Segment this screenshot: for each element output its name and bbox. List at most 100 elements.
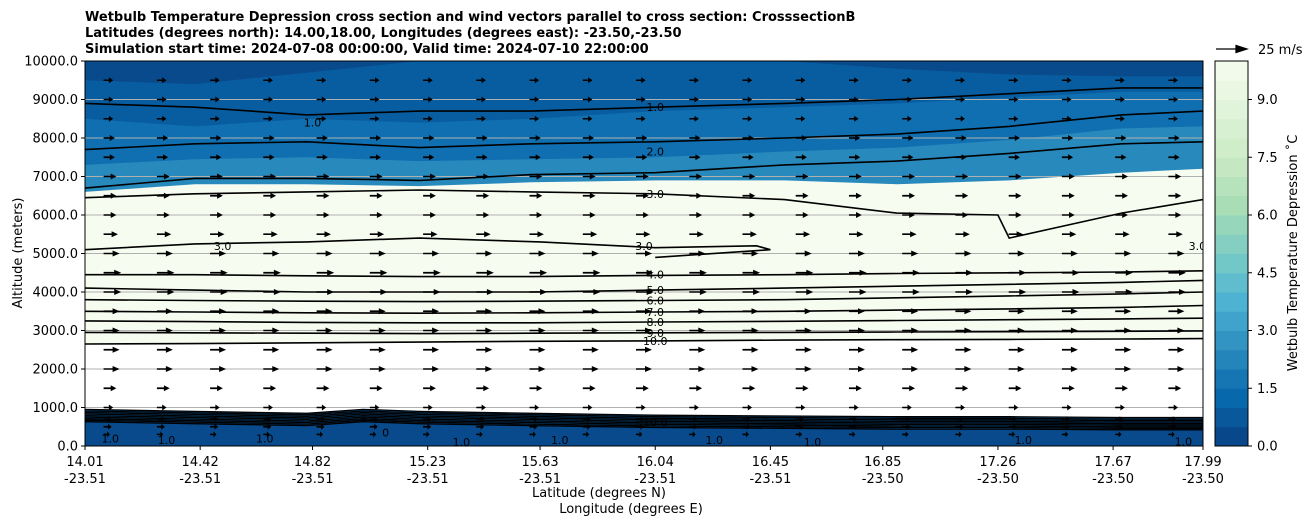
contour-label: 4.0 — [646, 269, 664, 282]
x-tick-label-lat: 17.99 — [1184, 455, 1221, 470]
wind-arrow — [1168, 231, 1183, 238]
wind-arrow — [742, 115, 753, 122]
wind-arrow — [582, 404, 593, 411]
wind-arrow — [582, 327, 599, 334]
y-tick-label: 0.0 — [57, 440, 78, 455]
wind-arrow — [529, 423, 538, 430]
wind-arrow — [423, 423, 432, 430]
wind-arrow — [1061, 250, 1078, 257]
wind-arrow — [689, 431, 696, 438]
wind-arrow — [476, 250, 493, 257]
wind-arrow — [369, 327, 386, 334]
wind-arrow — [902, 135, 914, 141]
colorbar-segment — [1215, 138, 1248, 158]
x-tick-label-lat: 14.82 — [294, 455, 331, 470]
wind-arrow — [263, 115, 273, 122]
chart-title-line-3: Simulation start time: 2024-07-08 00:00:… — [85, 42, 649, 57]
wind-arrow — [742, 96, 753, 103]
wind-arrow — [1008, 173, 1022, 180]
wind-arrow — [263, 154, 275, 161]
wind-arrow — [1115, 135, 1127, 141]
wind-arrow — [689, 423, 698, 430]
wind-arrow — [263, 416, 272, 423]
wind-arrow — [316, 212, 330, 218]
contour-label: 5.0 — [646, 284, 664, 297]
wind-arrow — [529, 431, 536, 438]
wind-arrow — [849, 327, 865, 334]
wind-arrow — [1008, 154, 1020, 161]
surface-contour-line — [85, 421, 1203, 431]
wind-arrow — [103, 135, 115, 141]
x-tick-label-lat: 15.63 — [521, 455, 558, 470]
wind-arrow — [103, 308, 120, 315]
wind-arrow — [263, 135, 275, 141]
colorbar-segment — [1215, 99, 1248, 120]
wind-arrow — [316, 346, 333, 353]
contour-line — [85, 291, 1203, 303]
wind-arrow — [316, 269, 335, 276]
wind-arrow — [103, 173, 117, 180]
wind-arrow — [689, 269, 707, 276]
wind-arrow — [316, 231, 331, 238]
wind-arrow — [156, 289, 175, 295]
colorbar-segment — [1215, 80, 1248, 100]
wind-arrow — [636, 346, 652, 353]
wind-arrow — [103, 346, 120, 353]
wind-arrow — [316, 327, 333, 334]
wind-arrow — [156, 115, 167, 122]
x-tick-label-lat: 15.23 — [409, 455, 446, 470]
wind-arrow — [103, 431, 110, 438]
wind-arrow — [423, 416, 432, 423]
wind-arrow — [1115, 173, 1128, 180]
contour-label: 6.0 — [646, 294, 664, 307]
wind-arrow — [476, 231, 491, 238]
wind-arrow — [156, 135, 169, 141]
wind-arrow — [1061, 385, 1075, 392]
wind-arrow — [423, 308, 440, 315]
colorbar-segment — [1215, 330, 1248, 351]
x-tick-label-lon: -23.51 — [407, 472, 449, 487]
surface-contour-line — [85, 418, 1203, 428]
wind-arrow — [955, 231, 970, 238]
wind-arrow — [263, 77, 273, 84]
wind-arrow — [1008, 366, 1025, 372]
wind-arrow — [582, 431, 590, 438]
wind-arrow — [849, 431, 856, 438]
contour-line — [85, 141, 1203, 189]
colorbar-tick-label: 1.5 — [1257, 382, 1278, 397]
wind-arrow — [1168, 192, 1182, 199]
wind-arrow — [1008, 423, 1017, 430]
wind-arrow — [582, 77, 593, 84]
wind-arrow — [582, 366, 599, 372]
wind-arrow — [1061, 192, 1075, 199]
wind-arrow — [636, 154, 648, 161]
wind-arrow — [1168, 289, 1186, 295]
wind-arrow — [476, 308, 493, 315]
wind-arrow — [742, 173, 756, 180]
wind-arrow — [1061, 154, 1074, 161]
contour-label: 1.0 — [1014, 434, 1032, 447]
wind-arrow — [1168, 423, 1177, 430]
wind-arrow — [902, 404, 912, 411]
wind-arrow — [529, 366, 546, 372]
wind-arrow — [210, 154, 222, 161]
wind-arrow — [369, 192, 383, 199]
surface-contour-line — [85, 408, 1203, 419]
wind-arrow — [156, 96, 167, 103]
wind-arrow — [156, 431, 164, 438]
wind-arrow — [795, 404, 806, 411]
wind-arrow — [689, 135, 701, 141]
wind-arrow — [849, 269, 867, 276]
y-axis: 0.0 1000.0 2000.0 3000.0 4000.0 5000.0 6000.0 7… — [24, 55, 85, 455]
contour-line — [85, 270, 1203, 278]
wind-arrow — [689, 416, 698, 423]
wind-arrow — [795, 212, 809, 218]
wind-arrow — [156, 212, 170, 218]
x-axis-label-secondary: Longitude (degrees E) — [559, 502, 703, 517]
wind-arrow — [156, 385, 170, 392]
colorbar-tick-label: 6.0 — [1257, 209, 1278, 224]
y-tick-label: 10000.0 — [24, 55, 78, 70]
wind-arrow — [423, 327, 440, 334]
wind-arrow — [476, 115, 486, 122]
wind-arrow — [476, 96, 486, 103]
